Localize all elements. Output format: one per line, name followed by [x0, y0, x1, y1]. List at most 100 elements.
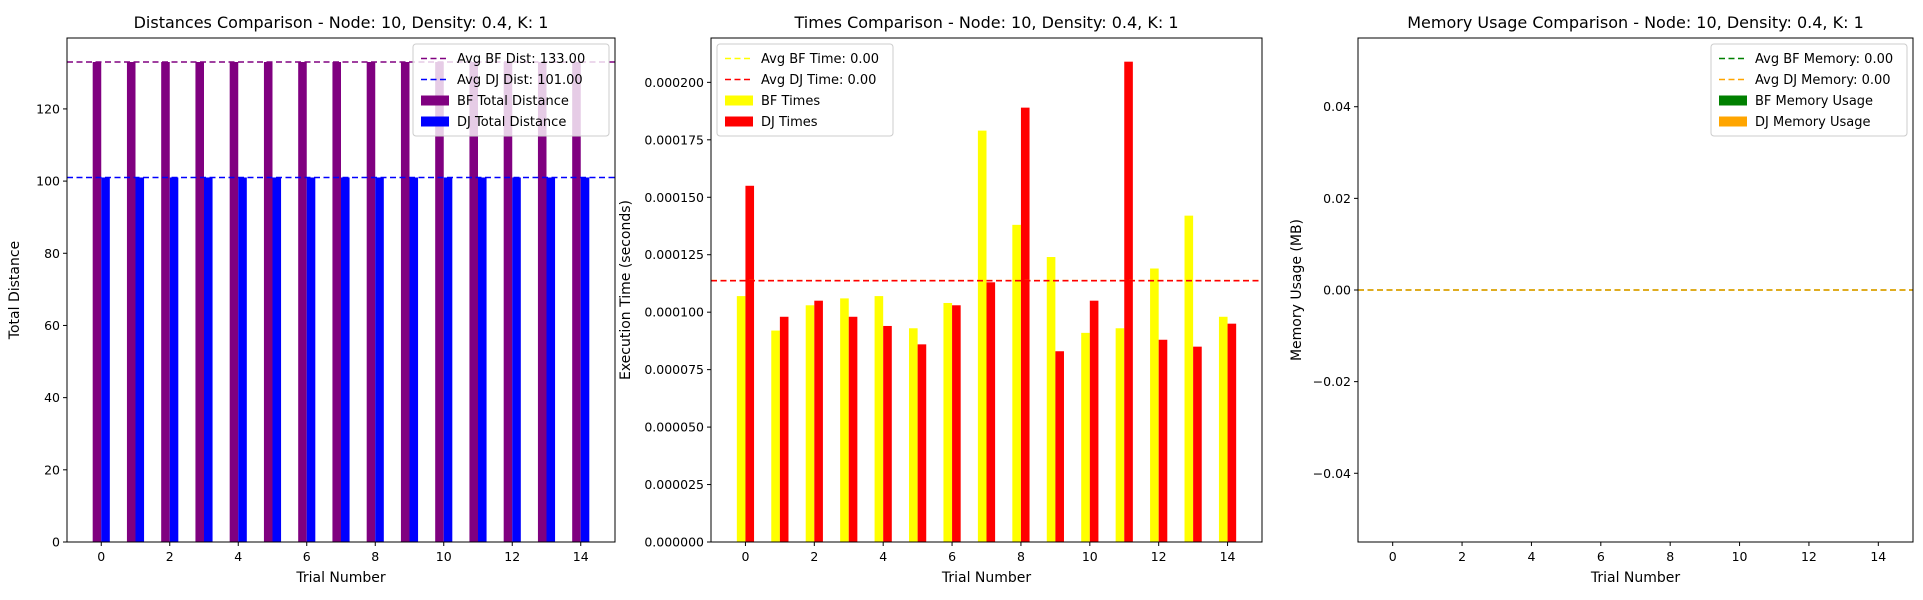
- bar-bf-3: [195, 62, 204, 542]
- bar-bf-6: [298, 62, 307, 542]
- y-tick-label: 0.000150: [644, 190, 704, 205]
- bar-bf-7: [332, 62, 341, 542]
- bar-dj-9: [409, 177, 419, 543]
- bar-bf-1: [126, 62, 136, 542]
- bar-bf-7: [977, 130, 987, 542]
- x-tick-label: 12: [1151, 549, 1167, 564]
- x-tick-label: 2: [1458, 549, 1466, 564]
- x-tick-label: 10: [1732, 549, 1748, 564]
- bar-bf-14: [1218, 316, 1228, 542]
- x-tick-label: 8: [1666, 549, 1674, 564]
- bar-bf-11: [1115, 328, 1125, 542]
- x-tick-label: 0: [1389, 549, 1397, 564]
- x-tick-label: 4: [879, 549, 887, 564]
- chart-title: Times Comparison - Node: 10, Density: 0.…: [794, 13, 1179, 32]
- y-tick-label: 0.000175: [644, 132, 704, 147]
- bar-bf-8: [1012, 224, 1021, 543]
- bar-dj-8: [375, 177, 384, 543]
- y-tick-label: 0.000075: [644, 362, 704, 377]
- y-tick-label: 0.000050: [644, 420, 704, 435]
- x-axis-label: Trial Number: [941, 570, 1032, 586]
- bar-bf-4: [229, 62, 239, 542]
- bar-bf-1: [771, 330, 780, 542]
- bar-bf-2: [805, 305, 815, 542]
- legend-label-dj: DJ Memory Usage: [1755, 115, 1870, 130]
- y-tick-label: 40: [44, 390, 60, 405]
- bar-bf-14: [572, 62, 581, 542]
- legend-label-dj: DJ Times: [761, 115, 818, 130]
- x-tick-label: 14: [1870, 549, 1886, 564]
- x-tick-label: 2: [166, 549, 174, 564]
- x-tick-label: 0: [741, 549, 749, 564]
- bar-bf-8: [366, 62, 376, 542]
- bar-dj-3: [848, 316, 858, 542]
- bar-bf-13: [537, 62, 547, 542]
- x-tick-label: 6: [303, 549, 311, 564]
- legend-box: [716, 43, 894, 137]
- chart-title: Memory Usage Comparison - Node: 10, Dens…: [1407, 13, 1864, 32]
- x-tick-label: 4: [1527, 549, 1535, 564]
- bar-dj-0: [101, 177, 110, 543]
- bar-bf-0: [92, 62, 102, 542]
- y-axis-label: Memory Usage (MB): [1289, 219, 1305, 361]
- y-axis-label: Total Distance: [7, 241, 23, 340]
- bar-bf-13: [1184, 215, 1194, 542]
- bar-bf-12: [503, 62, 513, 542]
- legend-box: [1710, 43, 1908, 137]
- legend-label-bf: BF Total Distance: [457, 94, 569, 109]
- legend-swatch-bf: [1719, 95, 1747, 106]
- x-tick-label: 14: [573, 549, 589, 564]
- y-tick-label: 100: [36, 174, 60, 189]
- legend-label-bf: BF Times: [761, 94, 820, 109]
- legend-swatch-dj: [1719, 116, 1747, 127]
- bar-dj-8: [1020, 107, 1030, 543]
- bar-dj-6: [306, 177, 316, 543]
- y-tick-label: 0.04: [1323, 99, 1351, 114]
- legend-label-avg-dj: Avg DJ Memory: 0.00: [1755, 73, 1891, 88]
- bar-dj-5: [917, 344, 927, 542]
- bar-dj-1: [135, 177, 145, 543]
- y-tick-label: 60: [44, 318, 60, 333]
- bar-dj-11: [478, 177, 487, 543]
- bar-dj-10: [443, 177, 453, 543]
- bar-dj-4: [883, 325, 892, 542]
- y-tick-label: 0: [52, 535, 60, 550]
- y-tick-label: 0.000000: [644, 535, 704, 550]
- x-axis-label: Trial Number: [295, 570, 386, 586]
- chart-panel-1: 0 2 4 6 8 10 12 14 0 20 40 60 80 100 120 Distances Comp…: [7, 13, 616, 586]
- x-tick-label: 8: [1017, 549, 1025, 564]
- bar-dj-7: [341, 177, 350, 543]
- bar-dj-7: [986, 282, 996, 542]
- legend: Avg BF Dist: 133.00 Avg DJ Dist: 101.00 BF…: [412, 43, 610, 137]
- x-tick-label: 6: [948, 549, 956, 564]
- chart-panel-3: 0 2 4 6 8 10 12 14 −0.04 −0.02 0.00 0.02 0.04 Memory …: [1289, 13, 1914, 586]
- y-tick-label: 0.000125: [644, 247, 704, 262]
- bar-bf-6: [943, 302, 953, 542]
- y-tick-label: 0.02: [1323, 191, 1351, 206]
- legend-swatch-dj: [725, 116, 753, 127]
- y-axis-label: Execution Time (seconds): [618, 200, 634, 380]
- axes-frame: [66, 37, 616, 543]
- y-tick-label: 20: [44, 462, 60, 477]
- x-tick-label: 0: [97, 549, 105, 564]
- bar-dj-2: [169, 177, 179, 543]
- bar-bf-5: [909, 328, 918, 542]
- x-tick-label: 10: [1082, 549, 1098, 564]
- x-tick-label: 10: [436, 549, 452, 564]
- legend-label-avg-dj: Avg DJ Time: 0.00: [761, 73, 876, 88]
- bar-dj-9: [1055, 351, 1064, 542]
- legend-swatch-bf: [421, 95, 449, 106]
- bar-dj-13: [1193, 346, 1202, 542]
- chart-panel-2: 0 2 4 6 8 10 12 14 0.000000 0.000025 0.000050 0.000…: [618, 13, 1263, 586]
- legend-label-bf: BF Memory Usage: [1755, 94, 1873, 109]
- y-tick-label: 0.000200: [644, 75, 704, 90]
- legend-label-avg-bf: Avg BF Dist: 133.00: [457, 52, 585, 67]
- x-tick-label: 8: [371, 549, 379, 564]
- bar-dj-13: [546, 177, 556, 543]
- bar-dj-14: [1227, 323, 1237, 542]
- legend-label-dj: DJ Total Distance: [457, 115, 566, 130]
- bar-bf-12: [1150, 268, 1159, 542]
- x-tick-label: 2: [810, 549, 818, 564]
- y-tick-label: 80: [44, 246, 60, 261]
